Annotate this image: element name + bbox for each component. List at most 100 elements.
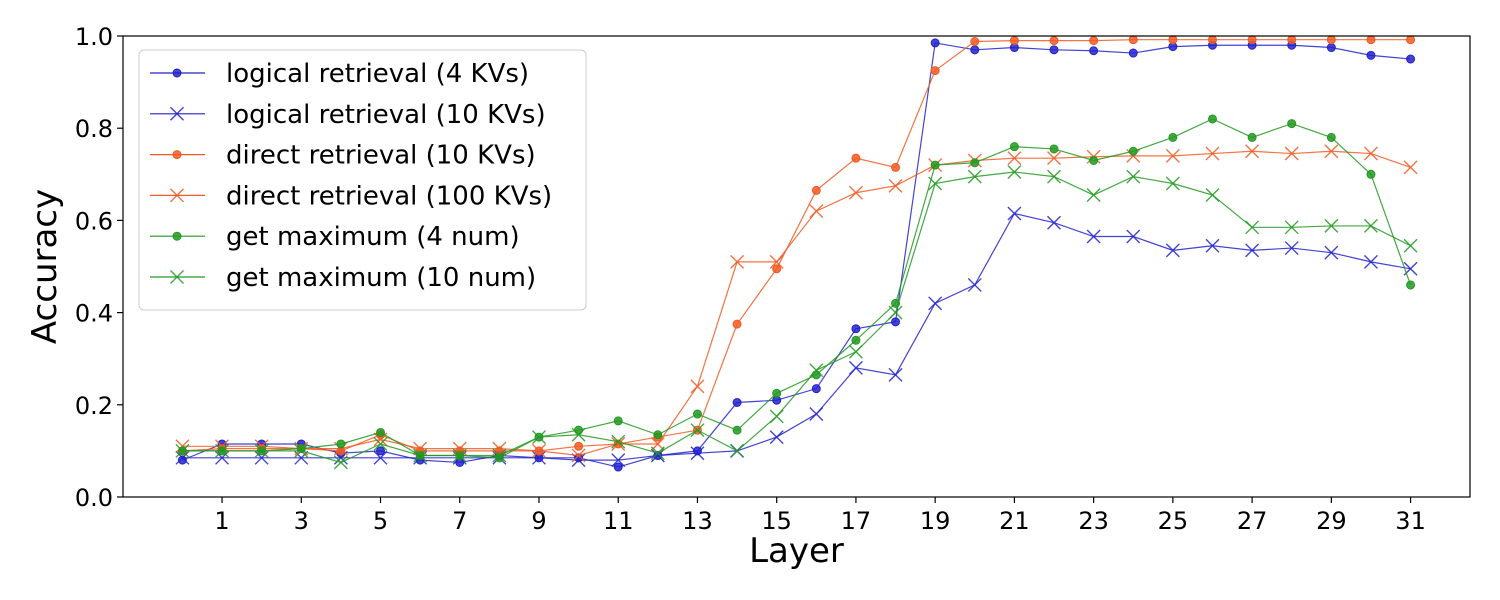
- data-point: [732, 397, 742, 407]
- legend-item: get maximum (4 num): [150, 222, 520, 252]
- data-point: [690, 423, 705, 438]
- x-tick-label: 1: [214, 507, 229, 535]
- data-point: [851, 324, 861, 334]
- data-point: [1245, 243, 1260, 258]
- data-point: [1406, 35, 1416, 45]
- data-point: [1205, 188, 1220, 203]
- data-point: [175, 443, 190, 458]
- data-point: [1287, 119, 1297, 129]
- data-point: [769, 254, 784, 269]
- data-point: [1363, 218, 1378, 233]
- legend-label: logical retrieval (4 KVs): [226, 59, 529, 89]
- data-point: [1009, 36, 1019, 46]
- x-tick-label: 17: [841, 507, 872, 535]
- data-point: [1009, 142, 1019, 152]
- series-line: [182, 42, 1411, 468]
- data-point: [732, 319, 742, 329]
- data-point: [809, 204, 824, 219]
- data-point: [970, 37, 980, 47]
- data-point: [1007, 151, 1022, 166]
- data-point: [1128, 146, 1138, 156]
- data-point: [531, 450, 546, 465]
- legend-label: get maximum (10 num): [226, 263, 536, 293]
- data-point: [772, 264, 782, 274]
- data-point: [215, 443, 230, 458]
- data-point: [930, 38, 940, 48]
- data-point: [1047, 215, 1062, 230]
- data-point: [1128, 48, 1138, 58]
- data-point: [970, 45, 980, 55]
- data-point: [492, 448, 507, 463]
- data-point: [730, 254, 745, 269]
- legend-marker: [170, 270, 184, 284]
- y-tick-label: 0.6: [75, 207, 113, 235]
- data-point: [1366, 35, 1376, 45]
- data-point: [848, 185, 863, 200]
- y-tick-label: 0.8: [75, 115, 113, 143]
- data-point: [1007, 165, 1022, 179]
- data-point: [1126, 169, 1141, 184]
- legend-box: [138, 49, 587, 311]
- x-axis: 1 3 5 7 9 11 13 15 17 19 21 23 25 27 29 31: [214, 497, 1426, 535]
- data-point: [1049, 45, 1059, 55]
- y-tick-label: 0.4: [75, 300, 113, 328]
- data-point: [848, 344, 863, 359]
- data-point: [1086, 229, 1101, 244]
- data-point: [1326, 43, 1336, 53]
- data-point: [891, 162, 901, 172]
- data-point: [1049, 144, 1059, 154]
- x-tick-label: 21: [999, 507, 1030, 535]
- legend-marker: [172, 231, 182, 241]
- data-point: [574, 441, 584, 451]
- x-tick-label: 19: [920, 507, 951, 535]
- data-point: [1284, 241, 1299, 256]
- series-line: [182, 39, 1411, 452]
- data-point: [1324, 144, 1339, 159]
- data-point: [254, 443, 269, 458]
- data-point: [690, 379, 705, 394]
- data-point: [1403, 160, 1418, 175]
- x-tick-label: 13: [682, 507, 713, 535]
- x-tick-label: 3: [294, 507, 309, 535]
- data-point: [809, 363, 824, 378]
- x-axis-label: Layer: [749, 531, 844, 571]
- data-point: [1406, 280, 1416, 290]
- series-line: [182, 150, 1411, 457]
- data-point: [1089, 155, 1099, 165]
- data-point: [772, 388, 782, 398]
- data-point: [1245, 144, 1260, 159]
- data-point: [1287, 35, 1297, 45]
- x-tick-label: 7: [452, 507, 467, 535]
- data-point: [1089, 36, 1099, 46]
- data-point: [175, 450, 190, 465]
- data-point: [928, 176, 943, 191]
- data-point: [1126, 229, 1141, 244]
- data-point: [613, 462, 623, 472]
- x-tick-label: 23: [1078, 507, 1109, 535]
- data-point: [452, 441, 467, 456]
- data-point: [811, 185, 821, 195]
- data-point: [1245, 220, 1260, 235]
- data-point: [571, 448, 586, 463]
- legend: logical retrieval (4 KVs) logical retriev…: [138, 49, 587, 311]
- data-point: [1366, 50, 1376, 60]
- data-point: [1168, 132, 1178, 142]
- x-tick-label: 31: [1395, 507, 1426, 535]
- series-layer: [175, 35, 1418, 472]
- data-point: [891, 317, 901, 327]
- data-point: [930, 160, 940, 170]
- legend-label: get maximum (4 num): [226, 222, 520, 252]
- series-4: [175, 144, 1418, 463]
- data-point: [851, 153, 861, 163]
- plot-frame: [122, 35, 1471, 498]
- data-point: [1326, 35, 1336, 45]
- legend-marker: [170, 106, 184, 121]
- data-point: [571, 427, 586, 442]
- x-tick-label: 5: [373, 507, 388, 535]
- data-point: [1086, 188, 1101, 203]
- data-point: [1207, 35, 1217, 45]
- data-point: [1366, 169, 1376, 179]
- data-point: [1207, 114, 1217, 124]
- data-point: [692, 409, 702, 419]
- data-point: [769, 430, 784, 445]
